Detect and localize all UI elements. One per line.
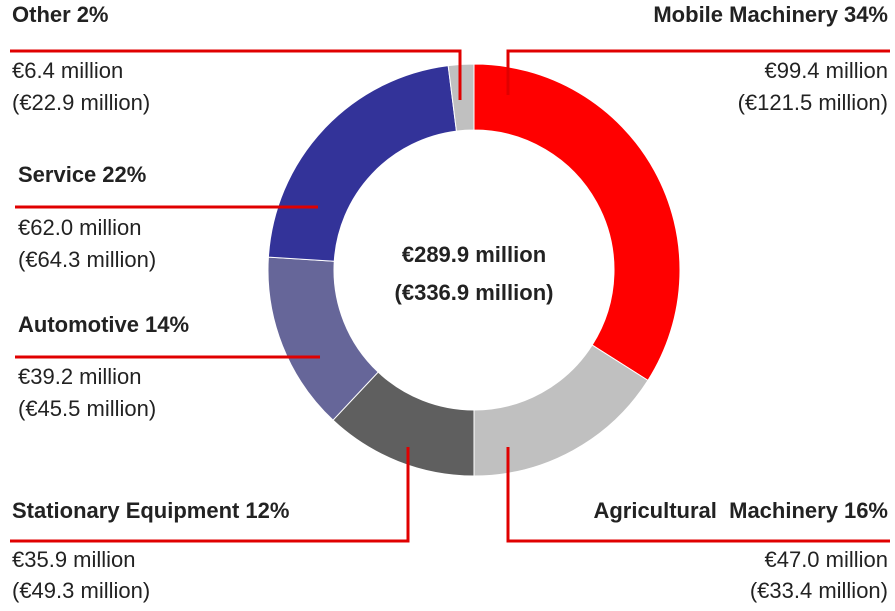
segment-amount: €35.9 million [12,547,136,572]
segment-prior-amount: (€121.5 million) [738,90,888,115]
segment-amount: €62.0 million [18,215,142,240]
segment-name: Other [12,2,71,27]
segment-percent: 22% [102,162,146,187]
segment-amount: €39.2 million [18,364,142,389]
donut [267,63,681,477]
segment-name: Stationary Equipment [12,498,240,523]
segment-label: Mobile Machinery 34% [653,2,888,27]
segment-prior-amount: (€22.9 million) [12,90,150,115]
segment-label: Service 22% [18,162,146,187]
segment-amount: €99.4 million [764,58,888,83]
segment-percent: 2% [77,2,109,27]
segment-prior-amount: (€45.5 million) [18,396,156,421]
leader-line [506,447,890,543]
segment-label: Other 2% [12,2,108,27]
segment-percent: 34% [844,2,888,27]
leader-line [10,49,462,100]
segment-label: Stationary Equipment 12% [12,498,289,523]
segment-percent: 12% [245,498,289,523]
segment-label: Automotive 14% [18,312,189,337]
donut-slice [267,65,458,262]
donut-slice [473,63,681,382]
segment-name: Mobile Machinery [653,2,838,27]
segment-amount: €6.4 million [12,58,123,83]
leader-line [10,447,410,543]
segment-amount: €47.0 million [764,547,888,572]
center-prior-total: (€336.9 million) [395,280,554,305]
segment-percent: 14% [145,312,189,337]
segment-name: Automotive [18,312,139,337]
segment-name: Agricultural Machinery [593,498,838,523]
donut-slice [473,344,649,477]
segment-prior-amount: (€64.3 million) [18,247,156,272]
segment-name: Service [18,162,96,187]
center-total: €289.9 million [402,242,546,267]
segment-prior-amount: (€49.3 million) [12,578,150,603]
segment-prior-amount: (€33.4 million) [750,578,888,603]
leader-line [506,49,890,95]
segment-label: Agricultural Machinery 16% [593,498,888,523]
segment-percent: 16% [844,498,888,523]
